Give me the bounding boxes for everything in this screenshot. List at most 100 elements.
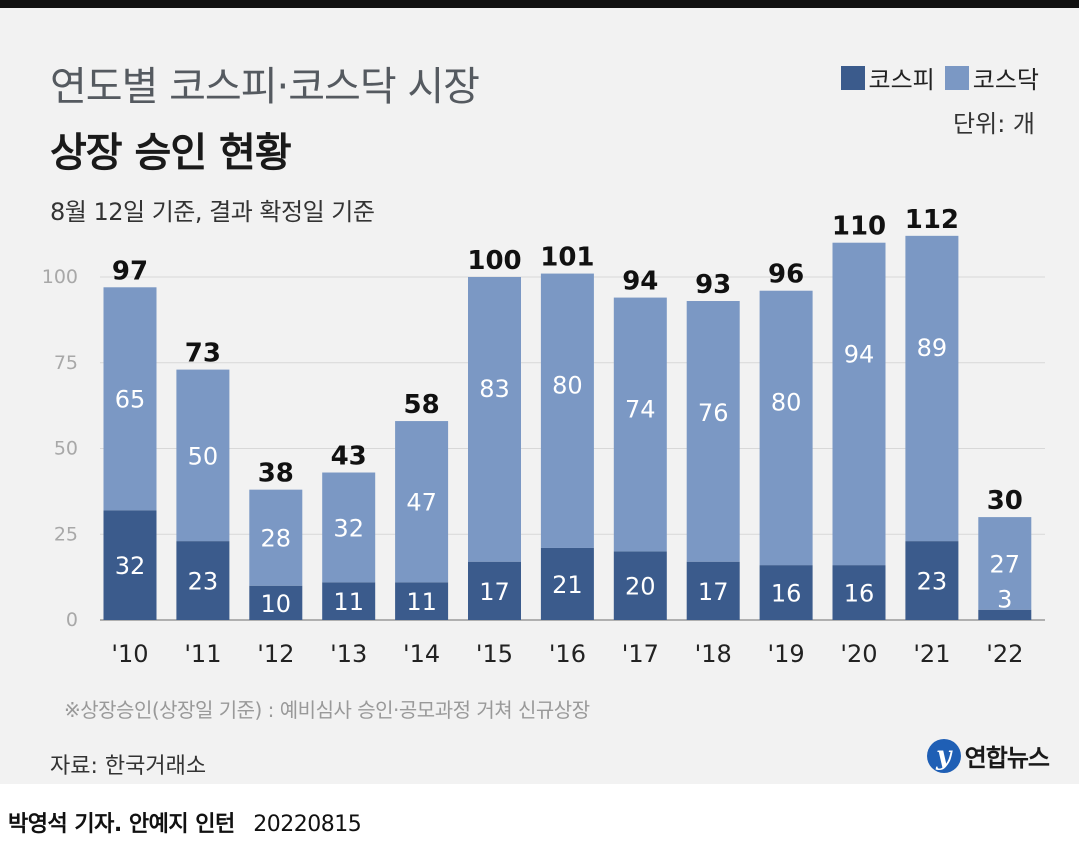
x-tick-label-10: '20 <box>840 640 877 668</box>
label-total-10: 110 <box>832 212 886 242</box>
label-kospi-2: 10 <box>261 590 292 618</box>
bar-kosdaq-0 <box>103 287 157 511</box>
legend-label-kospi: 코스피 <box>868 66 935 94</box>
label-kosdaq-4: 47 <box>406 489 437 517</box>
label-kosdaq-6: 80 <box>552 372 583 400</box>
x-tick-label-9: '19 <box>768 640 805 668</box>
top-border <box>0 0 1079 8</box>
label-kospi-0: 32 <box>115 552 146 580</box>
credit-line: 박영석 기자. 안예지 인턴 20220815 <box>8 806 362 838</box>
label-kospi-10: 16 <box>844 580 875 608</box>
label-kospi-5: 17 <box>479 578 510 606</box>
label-total-3: 43 <box>331 442 367 472</box>
legend: 코스피 코스닥 <box>840 60 1039 95</box>
label-kospi-7: 20 <box>625 573 656 601</box>
bar-kosdaq-1 <box>176 369 230 542</box>
x-tick-label-5: '15 <box>476 640 513 668</box>
label-kospi-12: 3 <box>997 586 1012 614</box>
credit-date: 20220815 <box>253 812 362 837</box>
label-total-12: 30 <box>987 486 1023 516</box>
bar-kospi-7 <box>613 551 667 620</box>
x-tick-label-3: '13 <box>330 640 367 668</box>
yonhap-logo-icon: y <box>926 738 961 773</box>
bar-kosdaq-10 <box>832 242 886 566</box>
x-tick-label-1: '11 <box>184 640 221 668</box>
label-total-1: 73 <box>185 339 221 369</box>
label-kosdaq-1: 50 <box>188 442 219 470</box>
label-total-5: 100 <box>467 246 521 276</box>
bar-kospi-11 <box>905 541 959 620</box>
label-kospi-8: 17 <box>698 578 729 606</box>
legend-item-kospi: 코스피 <box>840 60 935 95</box>
label-total-9: 96 <box>768 260 804 290</box>
bar-kosdaq-12 <box>978 517 1032 610</box>
label-kosdaq-8: 76 <box>698 399 729 427</box>
legend-swatch-kosdaq <box>944 65 969 90</box>
x-tick-label-0: '10 <box>111 640 148 668</box>
bar-kospi-1 <box>176 541 230 620</box>
label-kosdaq-0: 65 <box>115 385 146 413</box>
y-tick-label-0: 0 <box>66 609 78 631</box>
source-label: 자료: 한국거래소 <box>50 754 207 779</box>
bar-kosdaq-8 <box>686 301 740 562</box>
x-tick-label-12: '22 <box>986 640 1023 668</box>
label-kospi-6: 21 <box>552 571 583 599</box>
footnote: ※상장승인(상장일 기준) : 예비심사 승인·공모과정 거쳐 신규상장 <box>64 698 590 722</box>
bar-kosdaq-6 <box>540 273 594 548</box>
yonhap-logo: y 연합뉴스 <box>926 738 1050 773</box>
bar-kospi-2 <box>249 585 303 620</box>
bar-kospi-10 <box>832 565 886 620</box>
x-tick-label-8: '18 <box>695 640 732 668</box>
label-kosdaq-12: 27 <box>990 550 1021 578</box>
label-kospi-1: 23 <box>188 568 219 596</box>
bar-kospi-3 <box>322 582 376 620</box>
bar-kospi-0 <box>103 510 157 620</box>
label-kosdaq-11: 89 <box>917 334 948 362</box>
y-tick-label-100: 100 <box>42 266 78 288</box>
bar-kospi-12 <box>978 609 1032 620</box>
y-tick-label-75: 75 <box>54 352 78 374</box>
y-tick-label-25: 25 <box>54 523 78 545</box>
x-tick-label-6: '16 <box>549 640 586 668</box>
label-kospi-4: 11 <box>406 588 437 616</box>
label-kospi-3: 11 <box>333 588 364 616</box>
bar-kospi-5 <box>468 561 521 620</box>
label-kosdaq-7: 74 <box>625 396 656 424</box>
unit-label: 단위: 개 <box>953 110 1035 138</box>
label-total-7: 94 <box>622 267 658 297</box>
bar-kospi-6 <box>540 547 594 620</box>
legend-item-kosdaq: 코스닥 <box>944 60 1039 95</box>
bar-kosdaq-4 <box>395 421 449 583</box>
label-kosdaq-2: 28 <box>261 525 292 553</box>
chart-subtitle: 8월 12일 기준, 결과 확정일 기준 <box>50 198 375 226</box>
x-tick-label-7: '17 <box>622 640 659 668</box>
x-tick-label-2: '12 <box>257 640 294 668</box>
bar-kosdaq-5 <box>468 277 521 562</box>
label-kosdaq-10: 94 <box>844 341 875 369</box>
x-tick-label-4: '14 <box>403 640 440 668</box>
bar-kosdaq-11 <box>905 235 959 542</box>
label-kosdaq-5: 83 <box>479 375 510 403</box>
credit-names: 박영석 기자. 안예지 인턴 <box>8 812 235 837</box>
bar-kospi-9 <box>759 565 813 620</box>
bar-kosdaq-9 <box>759 290 813 566</box>
y-tick-label-50: 50 <box>54 438 78 460</box>
bar-kosdaq-7 <box>613 297 667 552</box>
bar-kospi-8 <box>686 561 740 620</box>
legend-label-kosdaq: 코스닥 <box>972 66 1039 94</box>
label-kosdaq-9: 80 <box>771 389 802 417</box>
bar-kospi-4 <box>395 582 449 620</box>
label-total-0: 97 <box>112 256 148 286</box>
legend-swatch-kospi <box>840 65 865 90</box>
label-kospi-9: 16 <box>771 580 802 608</box>
label-total-6: 101 <box>540 243 594 273</box>
bar-kosdaq-3 <box>322 472 376 583</box>
chart-title-line1: 연도별 코스피·코스닥 시장 <box>50 64 480 110</box>
bar-kosdaq-2 <box>249 489 303 586</box>
x-tick-label-11: '21 <box>913 640 950 668</box>
label-total-2: 38 <box>258 459 294 489</box>
label-total-4: 58 <box>404 390 440 420</box>
yonhap-logo-text: 연합뉴스 <box>964 744 1050 772</box>
label-total-11: 112 <box>905 205 959 235</box>
